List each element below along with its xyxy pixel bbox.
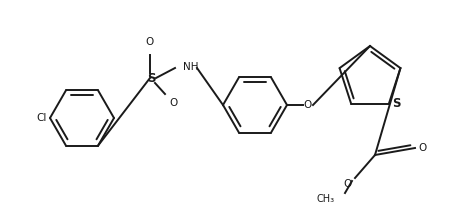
Text: O: O (343, 179, 351, 189)
Text: CH₃: CH₃ (316, 194, 334, 204)
Text: S: S (147, 72, 155, 84)
Text: O: O (303, 100, 312, 110)
Text: Cl: Cl (37, 113, 47, 123)
Text: O: O (169, 98, 177, 108)
Text: NH: NH (183, 62, 198, 72)
Text: O: O (417, 143, 425, 153)
Text: S: S (391, 97, 400, 110)
Text: O: O (146, 37, 154, 47)
